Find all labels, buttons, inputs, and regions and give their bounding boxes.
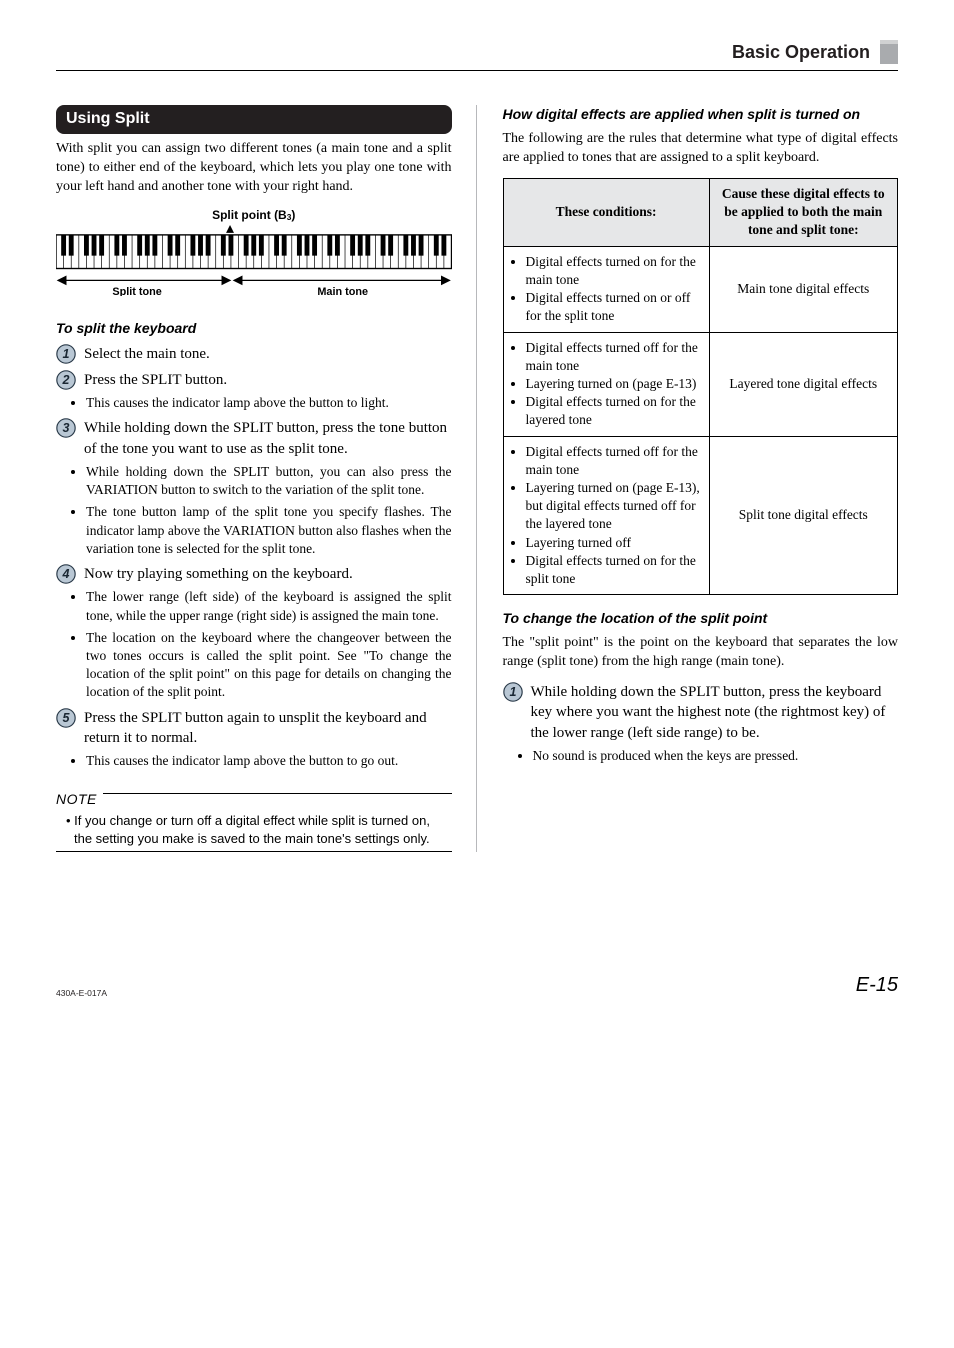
note-bottom-rule — [56, 851, 452, 852]
bullet-item: The lower range (left side) of the keybo… — [86, 588, 452, 624]
step: 4 Now try playing something on the keybo… — [56, 564, 452, 584]
condition-item: Digital effects turned off for the main … — [526, 339, 701, 375]
condition-item: Digital effects turned on for the layere… — [526, 393, 701, 429]
effects-intro: The following are the rules that determi… — [503, 130, 899, 168]
result-cell: Split tone digital effects — [709, 436, 897, 595]
main-tone-text: Main tone — [317, 286, 368, 296]
step-text: Now try playing something on the keyboar… — [84, 564, 452, 584]
condition-cell: Digital effects turned off for the main … — [503, 436, 709, 595]
step-bullets: The lower range (left side) of the keybo… — [86, 588, 452, 701]
bullet-item: The tone button lamp of the split tone y… — [86, 503, 452, 558]
step: 3 While holding down the SPLIT button, p… — [56, 418, 452, 459]
change-intro: The "split point" is the point on the ke… — [503, 634, 899, 672]
svg-text:2: 2 — [62, 373, 70, 387]
table-head-right: Cause these digital effects to be applie… — [709, 178, 897, 246]
bullet-item: The location on the keyboard where the c… — [86, 629, 452, 702]
bullet-item: This causes the indicator lamp above the… — [86, 752, 452, 770]
keyboard-icon: Split tone Main tone — [56, 225, 452, 296]
condition-cell: Digital effects turned on for the main t… — [503, 246, 709, 332]
step-text: Select the main tone. — [84, 344, 452, 364]
bullet-item: While holding down the SPLIT button, you… — [86, 463, 452, 499]
header-rule — [56, 70, 898, 71]
step-text: While holding down the SPLIT button, pre… — [84, 418, 452, 459]
step-text: While holding down the SPLIT button, pre… — [531, 682, 899, 743]
note-label: NOTE — [56, 790, 97, 809]
step-number-icon: 5 — [56, 708, 76, 728]
svg-text:1: 1 — [63, 347, 70, 361]
steps-right-list: 1 While holding down the SPLIT button, p… — [503, 682, 899, 765]
bullet-item: This causes the indicator lamp above the… — [86, 394, 452, 412]
condition-item: Layering turned off — [526, 534, 701, 552]
step-number-icon: 1 — [56, 344, 76, 364]
column-divider — [476, 105, 477, 852]
table-row: Digital effects turned off for the main … — [503, 436, 898, 595]
condition-cell: Digital effects turned off for the main … — [503, 332, 709, 436]
step-number-icon: 2 — [56, 370, 76, 390]
steps-left-list: 1 Select the main tone. 2 Press the SPLI… — [56, 344, 452, 771]
step-bullets: While holding down the SPLIT button, you… — [86, 463, 452, 558]
subhead-effects: How digital effects are applied when spl… — [503, 105, 899, 124]
split-tone-text: Split tone — [112, 286, 161, 296]
intro-paragraph: With split you can assign two different … — [56, 140, 452, 197]
step-text: Press the SPLIT button again to unsplit … — [84, 708, 452, 749]
table-row: Digital effects turned off for the main … — [503, 332, 898, 436]
condition-item: Digital effects turned on for the split … — [526, 552, 701, 588]
page-footer: 430A-E-017A E-15 — [56, 972, 898, 999]
step-bullets: This causes the indicator lamp above the… — [86, 394, 452, 412]
svg-text:3: 3 — [63, 422, 70, 436]
svg-text:4: 4 — [62, 567, 70, 581]
step-text: Press the SPLIT button. — [84, 370, 452, 390]
effects-table: These conditions: Cause these digital ef… — [503, 178, 899, 595]
step-number-icon: 4 — [56, 564, 76, 584]
svg-text:5: 5 — [63, 711, 71, 725]
split-point-label: Split point (B3) — [56, 207, 452, 223]
section-bar-using-split: Using Split — [56, 105, 452, 134]
header-section-title: Basic Operation — [732, 40, 870, 64]
step-number-icon: 1 — [503, 682, 523, 702]
split-point-label-prefix: Split point (B3) — [212, 208, 295, 222]
split-diagram: Split point (B3) Split tone — [56, 207, 452, 303]
step: 1 While holding down the SPLIT button, p… — [503, 682, 899, 743]
step: 2 Press the SPLIT button. — [56, 370, 452, 390]
header-swatch-icon — [880, 40, 898, 64]
left-column: Using Split With split you can assign tw… — [56, 105, 456, 852]
footer-right: E-15 — [856, 972, 898, 999]
condition-item: Digital effects turned off for the main … — [526, 443, 701, 479]
note-body: • If you change or turn off a digital ef… — [66, 812, 452, 847]
result-cell: Layered tone digital effects — [709, 332, 897, 436]
table-row: Digital effects turned on for the main t… — [503, 246, 898, 332]
svg-text:1: 1 — [509, 685, 516, 699]
step-number-icon: 3 — [56, 418, 76, 438]
footer-left: 430A-E-017A — [56, 988, 107, 999]
step: 5 Press the SPLIT button again to unspli… — [56, 708, 452, 749]
right-column: How digital effects are applied when spl… — [497, 105, 899, 852]
note-block: NOTE — [56, 776, 452, 809]
subhead-change-split: To change the location of the split poin… — [503, 609, 899, 628]
table-head-left: These conditions: — [503, 178, 709, 246]
condition-item: Layering turned on (page E-13) — [526, 375, 701, 393]
bullet-item: No sound is produced when the keys are p… — [533, 747, 899, 765]
page-header: Basic Operation — [56, 40, 898, 64]
condition-item: Digital effects turned on for the main t… — [526, 253, 701, 289]
step-bullets: No sound is produced when the keys are p… — [533, 747, 899, 765]
condition-item: Digital effects turned on or off for the… — [526, 289, 701, 325]
result-cell: Main tone digital effects — [709, 246, 897, 332]
step: 1 Select the main tone. — [56, 344, 452, 364]
step-bullets: This causes the indicator lamp above the… — [86, 752, 452, 770]
condition-item: Layering turned on (page E-13), but digi… — [526, 479, 701, 534]
subhead-to-split: To split the keyboard — [56, 319, 452, 338]
